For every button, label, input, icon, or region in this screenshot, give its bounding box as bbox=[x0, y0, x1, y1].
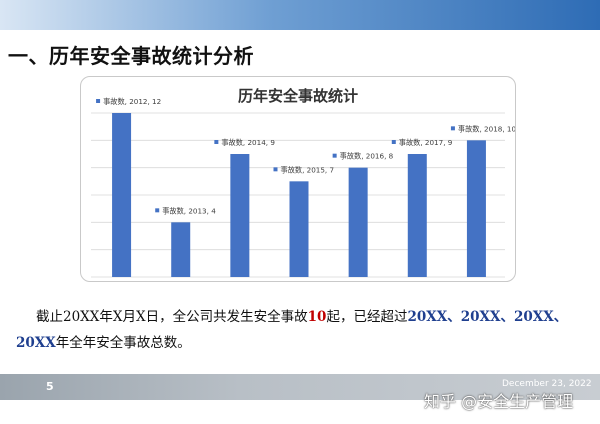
accident-count: 10 bbox=[307, 309, 327, 325]
page-number: 5 bbox=[46, 380, 54, 393]
bars bbox=[112, 113, 486, 277]
label-marker bbox=[214, 140, 219, 144]
data-label-2017: 事故数, 2017, 9 bbox=[391, 138, 453, 147]
separator: 、 bbox=[553, 309, 568, 325]
text-seg: X bbox=[112, 309, 123, 325]
watermark: 知乎 @安全生产管理 bbox=[424, 392, 574, 411]
text-seg: 日，全公司共发生安全事故 bbox=[145, 309, 308, 325]
data-label-2016: 事故数, 2016, 8 bbox=[332, 152, 394, 161]
bar-2013 bbox=[171, 222, 191, 277]
year-highlight: 20XX bbox=[460, 309, 501, 325]
top-banner bbox=[0, 0, 600, 30]
footer-band bbox=[0, 374, 600, 400]
data-label-text: 事故数, 2015, 7 bbox=[281, 165, 335, 174]
data-label-text: 事故数, 2018, 10 bbox=[458, 124, 515, 133]
label-marker bbox=[391, 140, 396, 144]
year-highlight: 20XX bbox=[16, 335, 56, 351]
bar-2012 bbox=[112, 113, 132, 277]
data-label-2018: 事故数, 2018, 10 bbox=[450, 124, 515, 133]
label-marker bbox=[155, 208, 160, 213]
text-seg: 月 bbox=[122, 309, 137, 325]
bar-2014 bbox=[230, 154, 250, 277]
summary-paragraph: 截止20XX年X月X日，全公司共发生安全事故10起，已经超过20XX、20XX、… bbox=[16, 304, 576, 356]
data-label-text: 事故数, 2012, 12 bbox=[103, 97, 161, 106]
label-marker bbox=[450, 126, 455, 131]
year-highlight: 20XX bbox=[407, 309, 448, 325]
bar-2017 bbox=[407, 154, 427, 277]
label-marker bbox=[332, 153, 337, 158]
text-seg: 20XX bbox=[63, 309, 100, 325]
chart-container: 历年安全事故统计 事故数, 2012, 12 事故数, 2013, 4 事故数, 2… bbox=[80, 76, 516, 282]
slide-title: 一、历年安全事故统计分析 bbox=[8, 44, 254, 68]
text-seg: 年全年安全事故总数。 bbox=[55, 335, 191, 351]
data-label-2015: 事故数, 2015, 7 bbox=[273, 165, 335, 174]
data-label-text: 事故数, 2016, 8 bbox=[340, 152, 394, 161]
chart-title: 历年安全事故统计 bbox=[238, 87, 358, 105]
data-label-text: 事故数, 2014, 9 bbox=[221, 138, 275, 147]
data-label-text: 事故数, 2013, 4 bbox=[162, 206, 216, 215]
bar-2015 bbox=[289, 181, 309, 277]
text-seg: 年 bbox=[99, 309, 113, 325]
label-marker bbox=[273, 167, 278, 172]
data-labels: 事故数, 2012, 12 事故数, 2013, 4 事故数, 2014, 9 事故数… bbox=[96, 97, 515, 215]
label-marker bbox=[96, 99, 101, 103]
data-label-2012: 事故数, 2012, 12 bbox=[96, 97, 161, 106]
text-seg: 起，已经超过 bbox=[326, 309, 408, 325]
bar-2016 bbox=[348, 167, 368, 277]
bar-2018 bbox=[466, 140, 486, 277]
data-label-2014: 事故数, 2014, 9 bbox=[214, 138, 275, 147]
data-label-2013: 事故数, 2013, 4 bbox=[155, 206, 216, 215]
data-label-text: 事故数, 2017, 9 bbox=[399, 138, 453, 147]
text-seg: 截止 bbox=[36, 309, 63, 325]
separator: 、 bbox=[447, 309, 461, 325]
separator: 、 bbox=[500, 309, 514, 325]
slide-date: December 23, 2022 bbox=[502, 379, 592, 389]
text-seg: X bbox=[136, 309, 146, 325]
year-highlight: 20XX bbox=[513, 309, 554, 325]
